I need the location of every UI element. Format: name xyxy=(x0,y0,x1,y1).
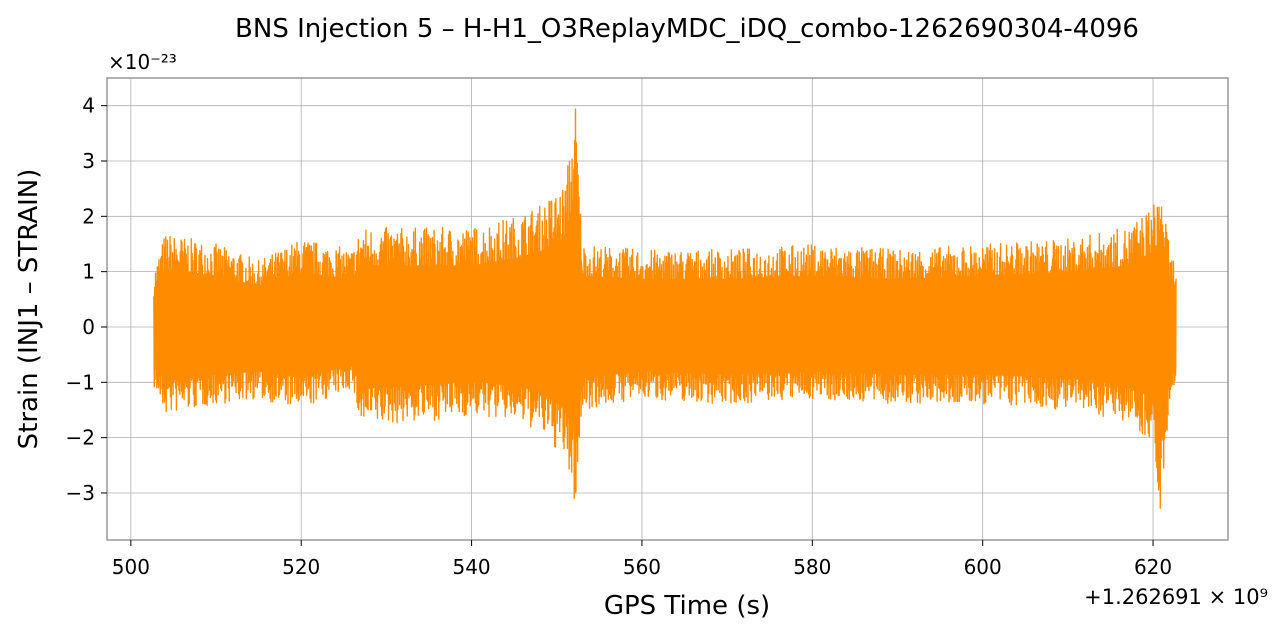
y-scale-multiplier: ×10⁻²³ xyxy=(108,50,177,74)
x-tick-label: 560 xyxy=(623,555,661,579)
y-axis-label: Strain (INJ1 – STRAIN) xyxy=(14,169,44,450)
y-tick-label: −2 xyxy=(66,426,95,450)
x-axis-label: GPS Time (s) xyxy=(604,591,770,621)
series-strain xyxy=(153,108,1177,509)
x-tick-label: 520 xyxy=(282,555,320,579)
y-tick-label: 4 xyxy=(82,94,95,118)
y-tick-label: 1 xyxy=(82,260,95,284)
x-tick-label: 500 xyxy=(112,555,150,579)
y-axis-ticks: −3 −2 −1 0 1 2 3 4 xyxy=(66,94,107,505)
x-tick-label: 580 xyxy=(793,555,831,579)
x-tick-label: 540 xyxy=(452,555,490,579)
x-offset-label: +1.262691 × 10⁹ xyxy=(1084,585,1268,609)
strain-series-line xyxy=(153,108,1177,509)
y-tick-label: −3 xyxy=(66,481,95,505)
plot-frame xyxy=(106,77,1229,541)
strain-series-core xyxy=(153,199,1177,443)
x-tick-label: 620 xyxy=(1134,555,1172,579)
y-tick-label: 3 xyxy=(82,149,95,173)
x-tick-label: 600 xyxy=(964,555,1002,579)
chart-title: BNS Injection 5 – H-H1_O3ReplayMDC_iDQ_c… xyxy=(235,14,1139,44)
y-tick-label: 2 xyxy=(82,204,95,228)
y-tick-label: −1 xyxy=(66,370,95,394)
x-axis-ticks: 500 520 540 560 580 600 620 xyxy=(112,540,1172,579)
y-tick-label: 0 xyxy=(82,315,95,339)
